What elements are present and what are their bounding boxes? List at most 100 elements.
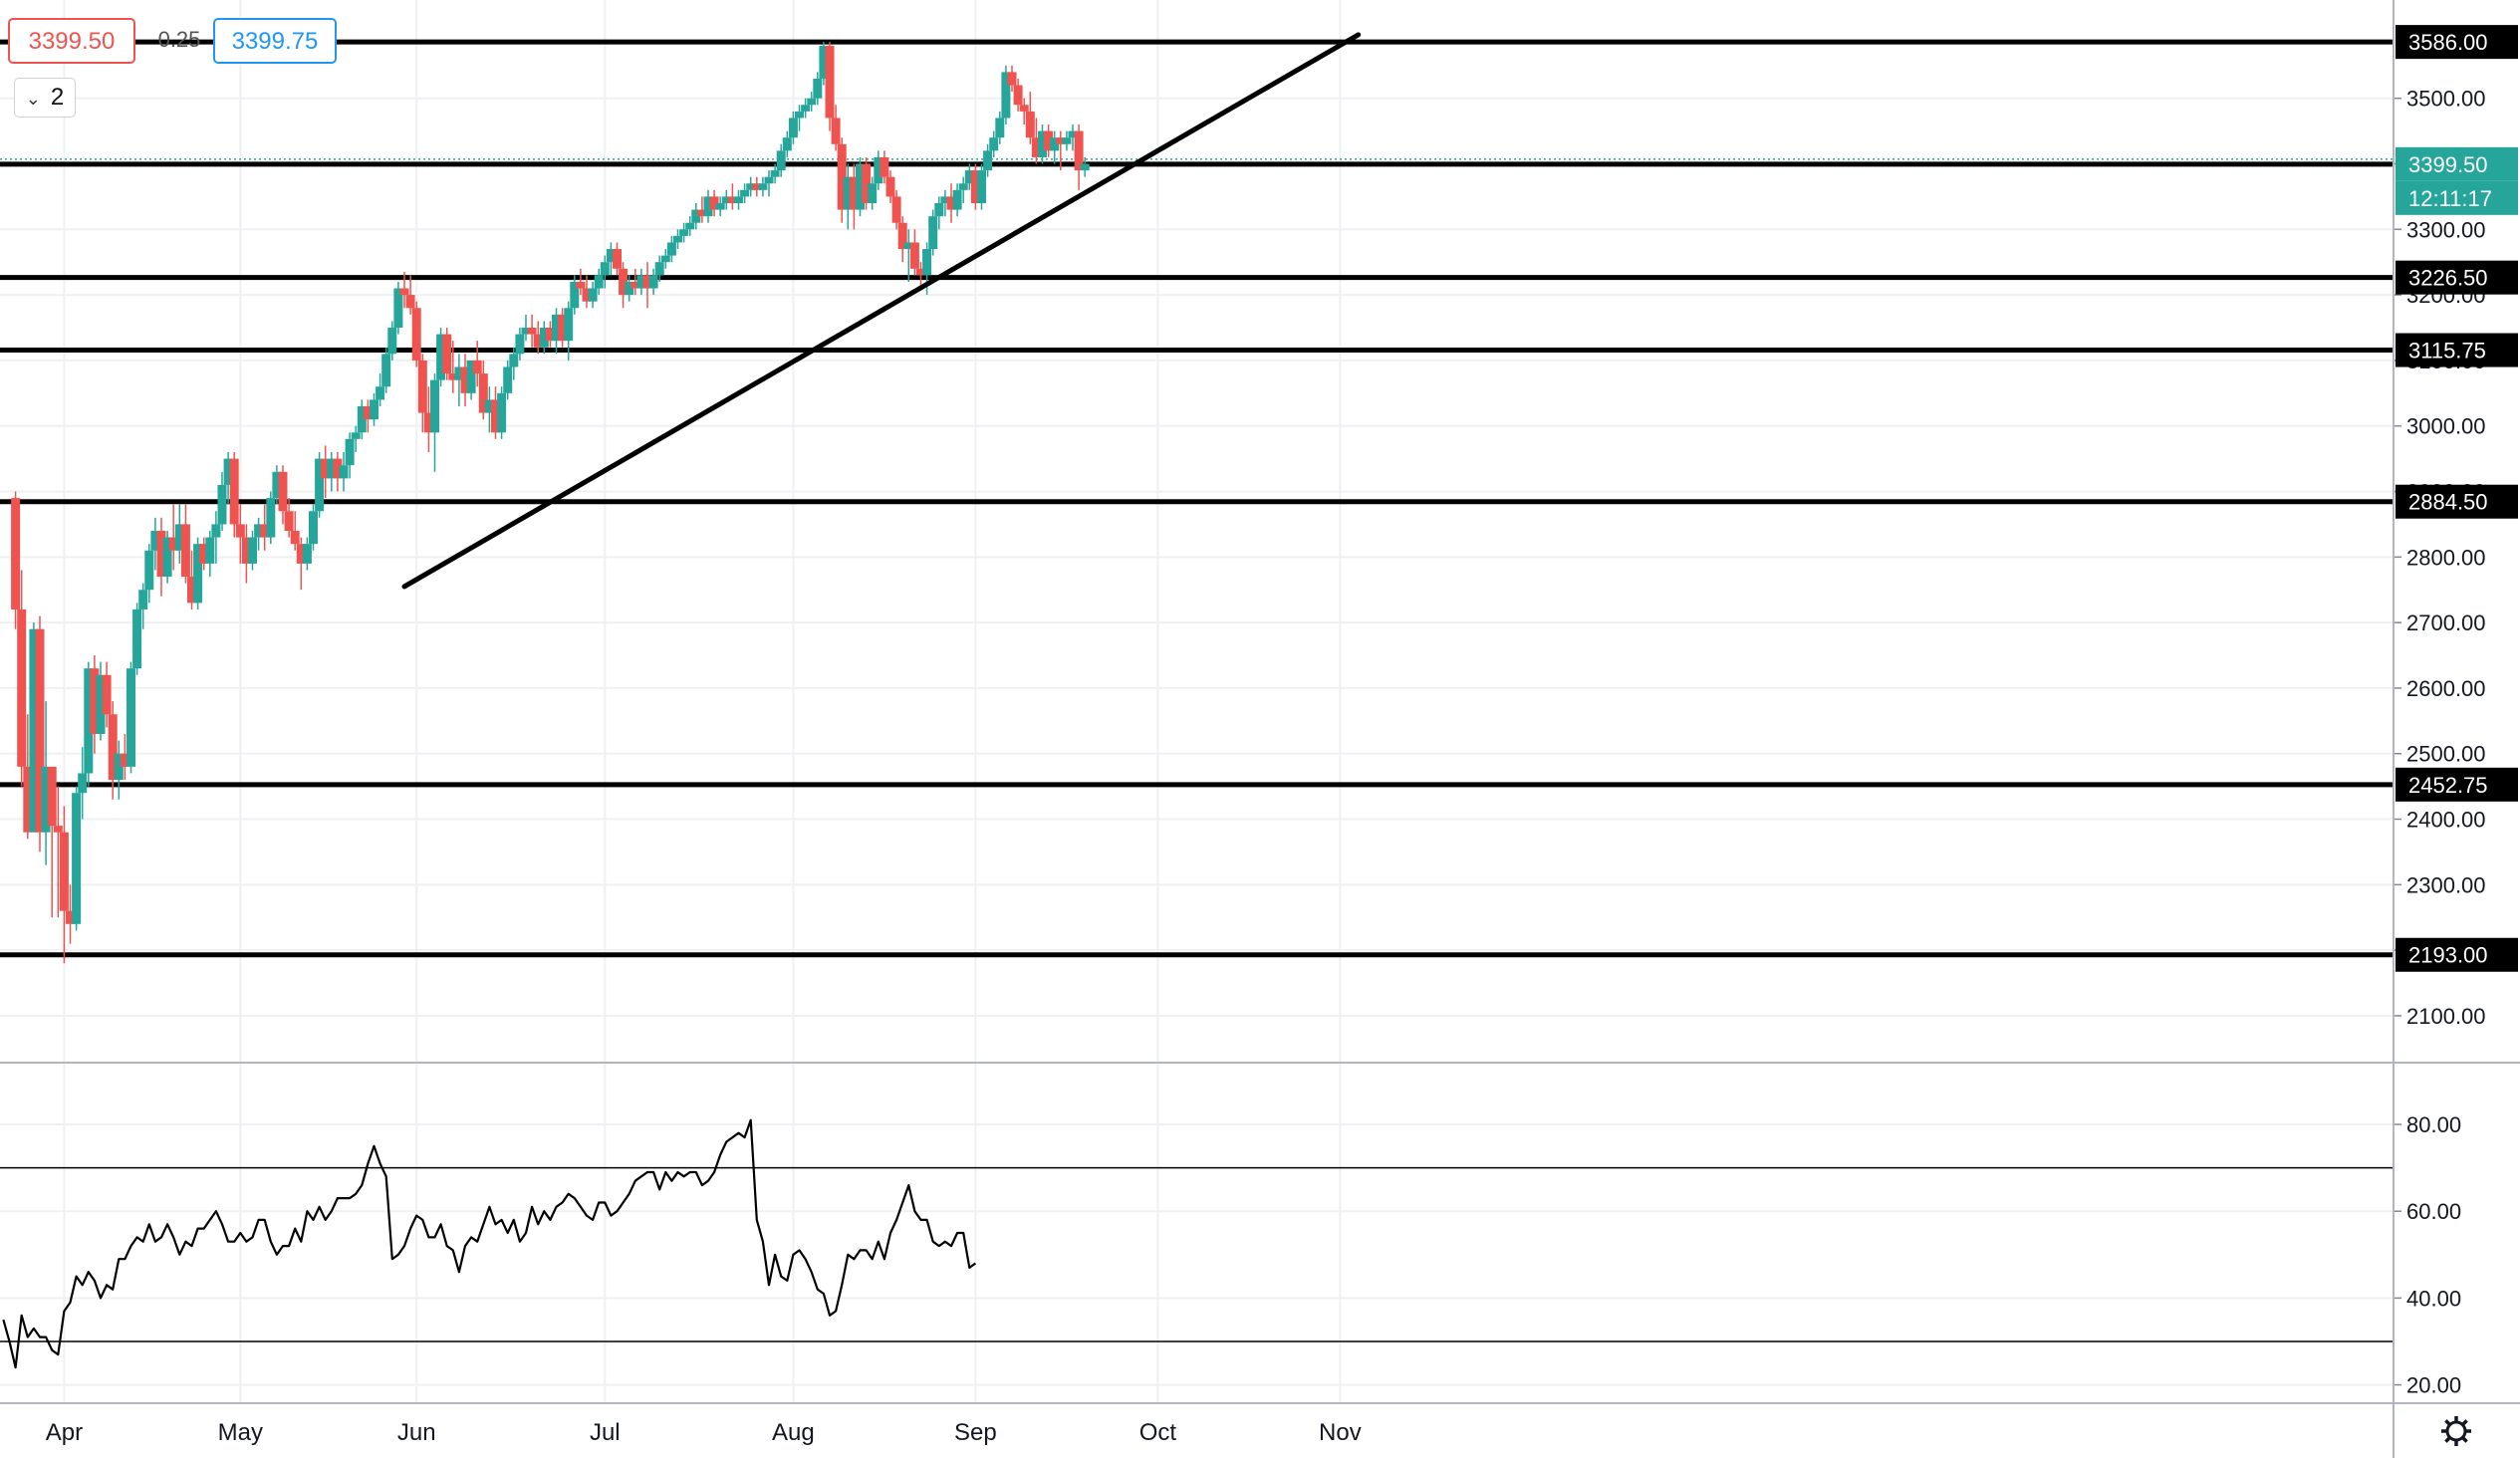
- candle-body: [654, 262, 664, 276]
- candle-body: [558, 314, 568, 342]
- candle-body: [734, 196, 743, 203]
- buy-price-button[interactable]: 3399.75: [213, 18, 337, 64]
- gear-body: [2445, 1420, 2467, 1442]
- level-label-bg: [2395, 25, 2518, 60]
- candle-body: [345, 438, 355, 466]
- candle-body: [958, 183, 968, 190]
- candle-body: [72, 793, 82, 924]
- candle-body: [156, 531, 166, 578]
- candle-body: [983, 150, 993, 171]
- candle-body: [740, 189, 750, 197]
- candle-body: [309, 511, 318, 545]
- candle-body: [1062, 137, 1072, 144]
- candlestick-series: [11, 42, 1090, 964]
- interval-count: 2: [50, 84, 65, 111]
- candle-body: [885, 176, 895, 197]
- candle-body: [521, 328, 531, 335]
- candle-body: [1080, 163, 1090, 171]
- candle-body: [776, 150, 786, 171]
- candle-body: [278, 471, 288, 512]
- candle-body: [260, 524, 270, 538]
- candle-body: [880, 156, 889, 177]
- candle-body: [1056, 137, 1066, 144]
- candle-body: [180, 524, 190, 578]
- candle-body: [527, 328, 537, 335]
- candle-body: [35, 628, 45, 833]
- candle-body: [673, 235, 682, 243]
- candle-body: [150, 531, 160, 551]
- candle-body: [11, 498, 21, 609]
- candle-body: [940, 196, 950, 203]
- countdown-label: 12:11:17: [2408, 186, 2492, 211]
- candle-body: [78, 773, 88, 794]
- candle-body: [302, 544, 312, 564]
- candle-body: [1031, 137, 1041, 157]
- candle-body: [1074, 130, 1084, 171]
- candle-body: [217, 484, 227, 525]
- candle-body: [235, 524, 245, 538]
- candle-body: [570, 281, 580, 309]
- candle-body: [564, 308, 574, 342]
- candle-body: [964, 170, 974, 184]
- candle-body: [466, 360, 476, 393]
- candle-body: [970, 170, 980, 203]
- candle-body: [29, 628, 39, 833]
- time-axis-label: Oct: [1139, 1419, 1177, 1446]
- candle-body: [1019, 105, 1029, 112]
- trend-lines[interactable]: [401, 32, 1362, 590]
- level-label-bg: [2395, 484, 2518, 519]
- level-label-bg: [2395, 767, 2518, 802]
- candle-body: [387, 328, 397, 355]
- candle-body: [315, 458, 325, 512]
- candle-body: [746, 183, 756, 190]
- candle-body: [843, 176, 853, 210]
- oscillator-tick-label: 80.00: [2406, 1112, 2461, 1137]
- candle-body: [764, 176, 774, 184]
- candle-body: [138, 590, 148, 609]
- candle-body: [333, 458, 343, 479]
- candle-body: [90, 668, 100, 734]
- candle-body: [41, 766, 51, 833]
- candle-body: [813, 78, 823, 99]
- candle-body: [934, 202, 944, 217]
- oscillator-tick-label: 60.00: [2406, 1199, 2461, 1224]
- candle-body: [642, 275, 652, 289]
- level-label-bg: [2395, 937, 2518, 972]
- candle-body: [1038, 130, 1047, 157]
- candle-body: [254, 524, 264, 538]
- horizontal-levels[interactable]: [0, 39, 2394, 958]
- candle-body: [1044, 130, 1054, 151]
- time-axis-label: Jul: [590, 1419, 621, 1446]
- candle-body: [703, 196, 713, 217]
- price-tick-label: 2100.00: [2406, 1004, 2486, 1029]
- level-label: 3399.50: [2408, 152, 2488, 177]
- time-axis-label: May: [218, 1419, 263, 1446]
- candle-body: [752, 183, 762, 190]
- candle-body: [515, 334, 525, 355]
- price-tick-label: 3300.00: [2406, 217, 2486, 242]
- interval-dropdown[interactable]: ⌄ 2: [14, 78, 76, 118]
- candle-body: [995, 118, 1005, 138]
- candle-body: [321, 458, 331, 479]
- oscillator-tick-label: 20.00: [2406, 1373, 2461, 1398]
- candle-body: [405, 295, 415, 309]
- candle-body: [1007, 72, 1017, 86]
- level-label: 2884.50: [2408, 490, 2488, 515]
- candle-body: [1013, 85, 1023, 106]
- candle-body: [801, 105, 811, 112]
- candle-body: [825, 46, 835, 119]
- candle-body: [114, 753, 124, 781]
- candle-body: [162, 537, 172, 578]
- candle-body: [946, 196, 956, 210]
- candle-body: [625, 281, 634, 296]
- candle-body: [484, 399, 494, 413]
- price-tick-label: 2500.00: [2406, 742, 2486, 767]
- candle-body: [284, 511, 294, 531]
- settings-gear[interactable]: [2441, 1416, 2471, 1446]
- price-tick-label: 2800.00: [2406, 545, 2486, 570]
- level-label: 3115.75: [2408, 339, 2486, 364]
- candle-body: [120, 753, 129, 767]
- sell-price-button[interactable]: 3399.50: [8, 18, 135, 64]
